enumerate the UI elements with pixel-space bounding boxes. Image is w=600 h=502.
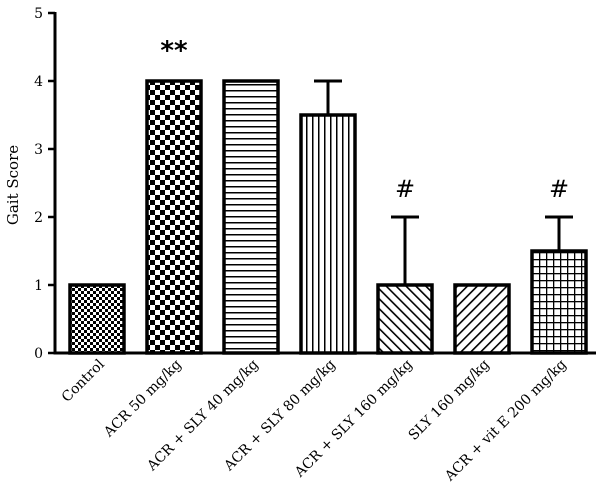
y-axis-title: Gait Score xyxy=(4,145,22,225)
significance-mark: # xyxy=(395,175,415,203)
significance-annotations: ** # # xyxy=(160,36,569,203)
significance-mark: ** xyxy=(160,36,188,66)
y-tick-label: 2 xyxy=(34,210,43,226)
bar xyxy=(299,113,357,355)
x-tick-label: SLY 160 mg/kg xyxy=(406,356,493,443)
y-tick-label: 5 xyxy=(34,6,43,22)
significance-mark: # xyxy=(549,175,569,203)
x-tick-label: ACR + vit E 200 mg/kg xyxy=(441,356,570,485)
y-tick-label: 4 xyxy=(34,74,43,90)
error-bars xyxy=(314,79,573,285)
y-tick-label: 3 xyxy=(34,142,43,158)
bar xyxy=(376,283,434,355)
bar xyxy=(145,79,203,355)
x-tick-label: Control xyxy=(59,356,108,405)
y-axis: 0 1 2 3 4 5 xyxy=(34,6,57,362)
y-tick-label: 0 xyxy=(34,346,43,362)
bars xyxy=(68,79,588,355)
x-tick-label: ACR 50 mg/kg xyxy=(100,356,185,441)
bar xyxy=(453,283,511,355)
bar xyxy=(530,249,588,355)
y-tick-label: 1 xyxy=(34,278,43,294)
bar xyxy=(68,283,126,355)
bar xyxy=(222,79,280,355)
